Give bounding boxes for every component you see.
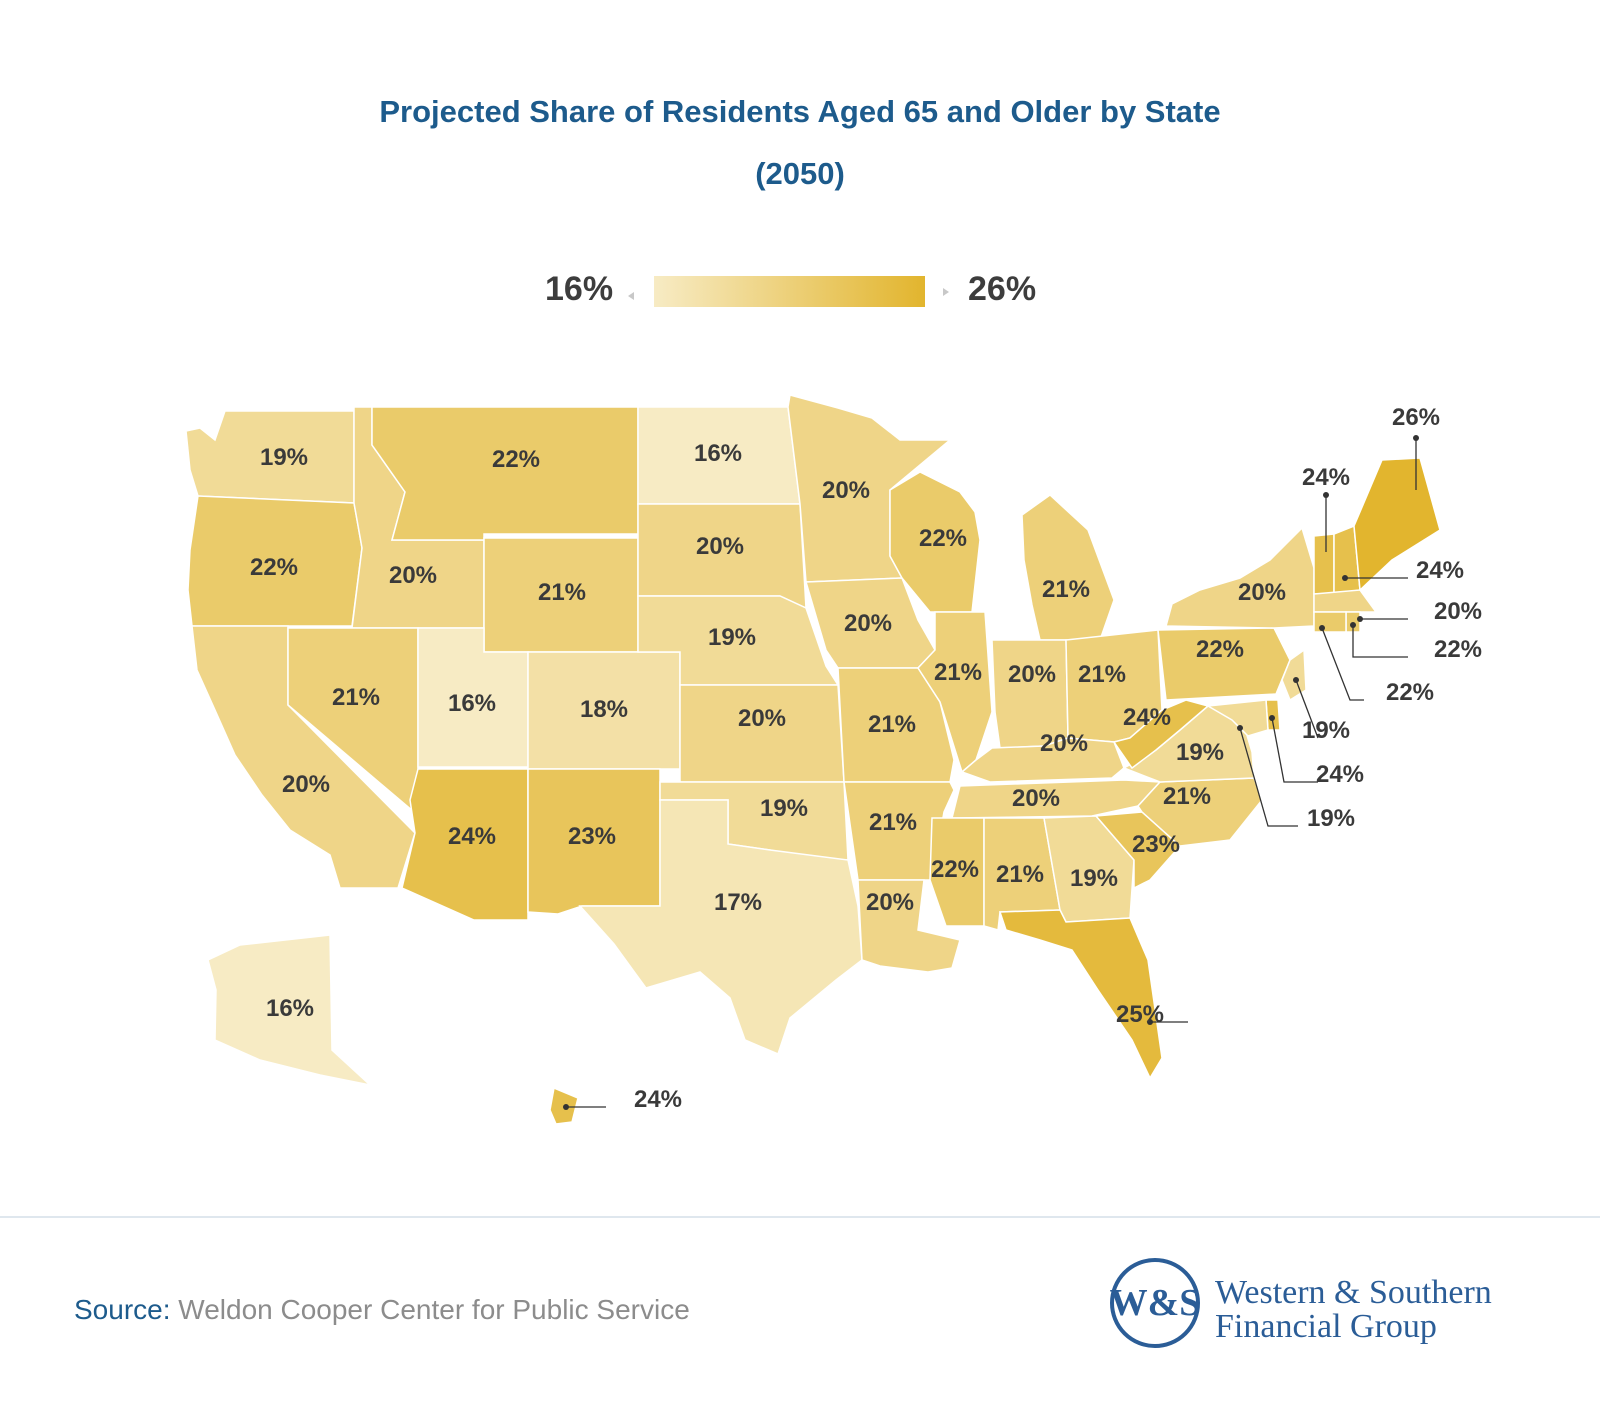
state-label-nd: 16% xyxy=(694,440,742,467)
state-label-mo: 21% xyxy=(868,711,916,738)
state-ma xyxy=(1313,589,1378,613)
leader-dot-nj xyxy=(1293,677,1299,683)
state-label-vt: 24% xyxy=(1302,464,1350,491)
legend-gradient-bar xyxy=(654,276,925,307)
leader-line-md xyxy=(1239,727,1298,827)
leader-dot-ma xyxy=(1357,616,1363,622)
state-label-nj: 19% xyxy=(1302,717,1350,744)
legend-min-label: 16% xyxy=(545,270,614,308)
state-fl xyxy=(998,909,1163,1080)
logo-line1: Western & Southern xyxy=(1215,1274,1492,1311)
state-label-wi: 22% xyxy=(919,525,967,552)
leader-line-ri xyxy=(1352,625,1408,658)
logo-mark-text: W&S xyxy=(1109,1282,1201,1324)
state-label-oh: 21% xyxy=(1078,661,1126,688)
state-label-ga: 19% xyxy=(1070,865,1118,892)
legend-max-label: 26% xyxy=(968,270,1037,308)
state-label-pa: 22% xyxy=(1196,636,1244,663)
legend-right-arrow-icon xyxy=(943,288,949,296)
leader-dot-hi xyxy=(563,1104,569,1110)
source-text: Weldon Cooper Center for Public Service xyxy=(178,1294,690,1325)
state-label-co: 18% xyxy=(580,696,628,723)
state-label-ak: 16% xyxy=(266,995,314,1022)
state-label-ia: 20% xyxy=(844,610,892,637)
state-ak xyxy=(207,934,373,1087)
chart-title: Projected Share of Residents Aged 65 and… xyxy=(379,94,1221,129)
state-la xyxy=(857,879,961,973)
leader-line-nj xyxy=(1295,679,1319,739)
state-mi xyxy=(1021,494,1115,641)
state-label-id: 20% xyxy=(389,562,437,589)
state-label-ok: 19% xyxy=(760,795,808,822)
state-label-in: 20% xyxy=(1008,661,1056,688)
ws-logo-text: Western & Southern Financial Group xyxy=(1215,1276,1492,1344)
state-ny xyxy=(1165,526,1315,629)
state-label-sc: 23% xyxy=(1132,831,1180,858)
state-label-la: 20% xyxy=(866,889,914,916)
leader-dot-md xyxy=(1237,725,1243,731)
state-label-ms: 22% xyxy=(931,856,979,883)
state-label-wv: 24% xyxy=(1123,704,1171,731)
leader-dot-nh xyxy=(1342,575,1348,581)
state-label-or: 22% xyxy=(250,554,298,581)
state-label-ma: 20% xyxy=(1434,598,1482,625)
state-label-ky: 20% xyxy=(1040,730,1088,757)
state-label-mt: 22% xyxy=(492,446,540,473)
source-line: Source: Weldon Cooper Center for Public … xyxy=(74,1294,690,1326)
state-wi xyxy=(889,471,981,613)
state-ct xyxy=(1313,611,1347,633)
chart-subtitle-year: (2050) xyxy=(755,156,845,191)
state-label-va: 19% xyxy=(1176,739,1224,766)
state-label-fl: 25% xyxy=(1116,1001,1164,1028)
state-ks xyxy=(679,684,845,783)
state-label-sd: 20% xyxy=(696,533,744,560)
state-label-tn: 20% xyxy=(1012,785,1060,812)
state-label-nv: 21% xyxy=(332,684,380,711)
leader-line-de xyxy=(1271,717,1318,783)
state-nj xyxy=(1281,648,1307,702)
state-label-tx: 17% xyxy=(714,889,762,916)
state-label-nm: 23% xyxy=(568,823,616,850)
state-label-ny: 20% xyxy=(1238,579,1286,606)
leader-dot-vt xyxy=(1323,492,1329,498)
state-vt xyxy=(1313,533,1335,595)
state-tx xyxy=(578,799,863,1056)
state-label-ks: 20% xyxy=(738,705,786,732)
leader-dot-fl xyxy=(1147,1019,1153,1025)
state-label-nc: 21% xyxy=(1163,783,1211,810)
state-label-ct: 22% xyxy=(1386,679,1434,706)
state-ms xyxy=(929,817,985,927)
state-label-hi: 24% xyxy=(634,1086,682,1113)
state-label-mn: 20% xyxy=(822,477,870,504)
ws-logo-mark: W&S xyxy=(1110,1258,1200,1348)
state-label-nh: 24% xyxy=(1416,557,1464,584)
state-label-ri: 22% xyxy=(1434,636,1482,663)
state-label-de: 24% xyxy=(1316,761,1364,788)
state-label-ut: 16% xyxy=(448,690,496,717)
leader-line-ct xyxy=(1321,627,1364,701)
state-label-az: 24% xyxy=(448,823,496,850)
logo-line2: Financial Group xyxy=(1215,1308,1437,1345)
state-md xyxy=(1205,699,1269,737)
leader-dot-ct xyxy=(1319,625,1325,631)
state-ky xyxy=(960,737,1125,783)
state-label-ca: 20% xyxy=(282,771,330,798)
state-label-wy: 21% xyxy=(538,579,586,606)
state-label-mi: 21% xyxy=(1042,576,1090,603)
state-label-wa: 19% xyxy=(260,444,308,471)
leader-dot-de xyxy=(1269,715,1275,721)
state-label-me: 26% xyxy=(1392,404,1440,431)
leader-dot-ri xyxy=(1350,622,1356,628)
source-label: Source: xyxy=(74,1294,171,1325)
legend-left-arrow-icon xyxy=(628,292,634,300)
state-label-ne: 19% xyxy=(708,624,756,651)
state-label-md: 19% xyxy=(1307,805,1355,832)
leader-dot-me xyxy=(1413,435,1419,441)
state-label-il: 21% xyxy=(934,659,982,686)
footer-divider xyxy=(0,1216,1600,1218)
state-label-al: 21% xyxy=(996,861,1044,888)
state-label-ar: 21% xyxy=(869,809,917,836)
state-mt xyxy=(371,406,639,541)
